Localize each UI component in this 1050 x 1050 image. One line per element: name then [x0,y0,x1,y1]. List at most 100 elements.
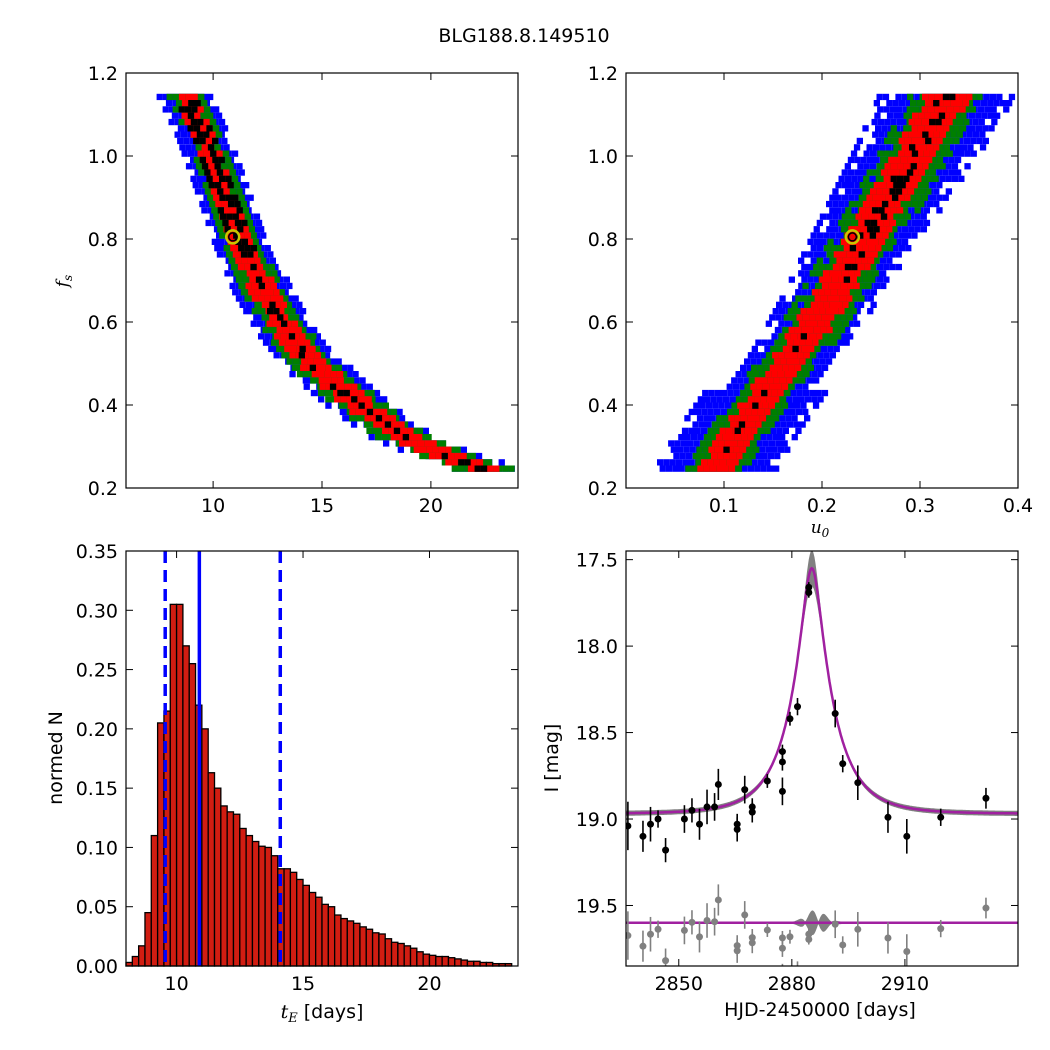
black-region-cell [216,169,224,176]
red-region-cell [811,320,818,327]
red-region-cell [926,156,933,164]
green-region-cell [827,238,834,245]
blue-region-cell [958,175,965,182]
blue-region-cell [832,188,839,195]
histogram-bar [460,959,469,967]
red-region-cell [318,371,325,378]
blue-region-cell [945,175,952,182]
blue-region-cell [185,144,192,151]
red-region-cell [772,352,779,359]
green-region-cell [724,421,731,428]
blue-region-cell [778,308,786,315]
blue-region-cell [968,112,976,119]
green-region-cell [271,270,278,277]
histogram-bar [188,662,197,967]
red-region-cell [759,415,767,422]
blue-region-cell [743,377,750,384]
green-region-cell [209,200,216,208]
blue-region-cell [879,144,886,151]
blue-region-cell [994,112,1001,119]
red-region-cell [223,188,230,195]
blue-region-cell [359,377,366,384]
green-region-cell [376,402,383,409]
blue-region-cell [794,301,802,308]
red-region-cell [855,257,862,264]
red-region-cell [366,402,373,409]
green-region-cell [372,427,379,434]
blue-region-cell [705,402,713,409]
green-region-cell [863,175,870,182]
data-point [654,815,662,823]
green-region-cell [713,427,721,434]
data-point [696,820,703,828]
black-region-cell [761,389,768,397]
red-region-cell [937,100,944,107]
red-region-cell [822,270,830,277]
green-region-cell [706,440,713,447]
green-region-cell [841,213,848,220]
green-region-cell [929,169,936,176]
blue-region-cell [819,358,826,365]
blue-region-cell [168,106,176,113]
blue-region-cell [264,333,271,340]
histogram-bar [315,896,323,967]
histogram-bar [289,871,298,967]
blue-region-cell [801,289,808,296]
blue-region-cell [779,295,786,302]
red-region-cell [886,226,893,233]
blue-region-cell [339,408,346,416]
blue-region-cell [833,345,840,353]
green-region-cell [807,364,814,371]
blue-region-cell [302,377,309,384]
blue-region-cell [703,415,710,422]
blue-region-cell [766,434,773,441]
data-point [794,703,801,711]
red-region-cell [940,118,947,126]
green-region-cell [469,452,476,460]
blue-region-cell [310,389,318,397]
red-region-cell [261,276,269,283]
blue-region-cell [325,402,332,409]
blue-region-cell [218,118,226,126]
red-region-cell [454,452,461,460]
green-region-cell [905,200,912,208]
red-region-cell [904,137,912,145]
red-region-cell [203,118,210,126]
green-region-cell [329,364,336,371]
black-region-cell [792,345,799,353]
blue-region-cell [853,320,861,327]
blue-region-cell [809,389,816,397]
histogram-bar [333,914,342,967]
blue-region-cell [867,295,874,302]
green-region-cell [425,452,432,460]
blue-region-cell [914,226,921,233]
red-region-cell [708,446,715,453]
blue-region-cell [754,352,761,359]
blue-region-cell [829,207,836,214]
red-region-cell [933,144,940,151]
black-region-cell [273,308,280,315]
red-region-cell [861,257,868,264]
red-region-cell [351,383,358,390]
red-region-cell [884,163,891,170]
blue-region-cell [192,182,199,189]
red-region-cell [918,169,925,176]
y-tick-label: 0.15 [76,778,118,800]
black-region-cell [288,333,296,340]
green-region-cell [262,263,269,271]
black-region-cell [212,156,219,164]
histogram-bar [270,855,279,967]
red-region-cell [805,320,812,327]
green-region-cell [848,213,855,220]
blue-region-cell [945,163,952,170]
red-region-cell [824,320,831,327]
blue-region-cell [815,389,822,397]
blue-region-cell [670,446,677,453]
green-region-cell [836,245,843,252]
red-region-cell [776,364,783,371]
blue-region-cell [475,452,483,460]
red-region-cell [817,320,825,327]
green-region-cell [893,131,900,138]
green-region-cell [210,118,217,126]
